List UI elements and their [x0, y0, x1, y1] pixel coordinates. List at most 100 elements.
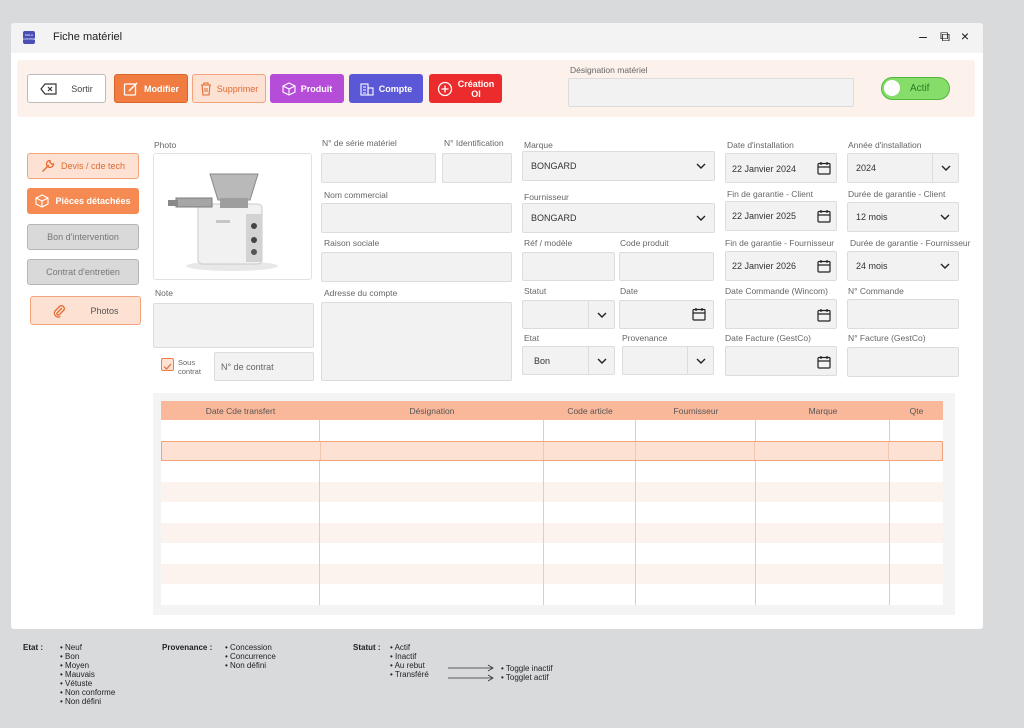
table-cell[interactable]	[756, 461, 890, 482]
column-header[interactable]: Date Cde transfert	[205, 405, 276, 416]
table-cell[interactable]	[890, 584, 943, 605]
close-button[interactable]: ×	[960, 28, 970, 44]
fin-garantie-fournisseur-input[interactable]: 22 Janvier 2026	[725, 251, 837, 281]
minimize-button[interactable]: –	[919, 28, 927, 44]
fin-garantie-client-input[interactable]: 22 Janvier 2025	[725, 201, 837, 231]
code-produit-input[interactable]	[619, 252, 714, 281]
table-cell[interactable]	[636, 481, 756, 502]
ref-modele-input[interactable]	[522, 252, 615, 281]
photos-button[interactable]: Photos	[30, 296, 141, 325]
table-cell[interactable]	[636, 502, 756, 523]
contrat-entretien-button[interactable]: Contrat d'entretien	[27, 259, 139, 285]
adresse-input[interactable]	[321, 302, 512, 381]
table-cell[interactable]	[889, 442, 942, 461]
duree-garantie-client-select[interactable]: 12 mois	[847, 202, 959, 232]
annee-installation-select[interactable]: 2024	[847, 153, 959, 183]
fournisseur-select[interactable]: BONGARD	[522, 203, 715, 233]
table-cell[interactable]	[636, 563, 756, 584]
table-cell[interactable]	[544, 543, 636, 564]
table-cell[interactable]	[544, 584, 636, 605]
table-cell[interactable]	[321, 441, 545, 460]
supprimer-button[interactable]: Supprimer	[192, 74, 266, 103]
note-input[interactable]	[153, 303, 314, 348]
raison-sociale-input[interactable]	[321, 252, 512, 282]
table-cell[interactable]	[544, 502, 636, 523]
table-row[interactable]	[161, 543, 943, 564]
table-cell[interactable]	[320, 420, 544, 441]
date-facture-input[interactable]	[725, 346, 837, 376]
table-cell[interactable]	[161, 502, 320, 523]
table-cell[interactable]	[544, 481, 636, 502]
column-header[interactable]: Désignation	[409, 405, 455, 416]
no-contrat-input[interactable]: N° de contrat	[214, 352, 314, 381]
bon-intervention-button[interactable]: Bon d'intervention	[27, 224, 139, 250]
table-cell[interactable]	[756, 502, 890, 523]
table-cell[interactable]	[320, 522, 544, 543]
table-cell[interactable]	[890, 564, 943, 585]
table-cell[interactable]	[320, 584, 544, 605]
table-row[interactable]	[161, 563, 943, 585]
statut-select[interactable]	[522, 300, 615, 329]
table-row[interactable]	[161, 481, 943, 503]
actif-toggle[interactable]: Actif	[881, 77, 950, 100]
table-cell[interactable]	[544, 441, 636, 460]
table-cell[interactable]	[161, 563, 320, 584]
modifier-button[interactable]: Modifier	[114, 74, 188, 103]
provenance-select[interactable]	[622, 346, 714, 375]
pieces-detachees-button[interactable]: Pièces détachées	[27, 188, 139, 214]
table-cell[interactable]	[544, 522, 636, 543]
no-facture-input[interactable]	[847, 347, 959, 377]
table-cell[interactable]	[320, 481, 544, 502]
sous-contrat-checkbox[interactable]	[161, 358, 174, 371]
table-cell[interactable]	[636, 584, 756, 605]
table-cell[interactable]	[161, 522, 320, 543]
date-installation-input[interactable]: 22 Janvier 2024	[725, 153, 837, 183]
table-cell[interactable]	[890, 502, 943, 523]
column-header[interactable]: Marque	[808, 405, 838, 416]
table-cell[interactable]	[161, 461, 320, 482]
table-row[interactable]	[161, 461, 943, 482]
identification-input[interactable]	[442, 153, 512, 183]
table-cell[interactable]	[756, 563, 890, 584]
table-row[interactable]	[161, 584, 943, 605]
table-cell[interactable]	[320, 502, 544, 523]
date-input[interactable]	[619, 300, 714, 329]
table-cell[interactable]	[755, 441, 890, 460]
table-cell[interactable]	[756, 543, 890, 564]
photo-frame[interactable]	[153, 153, 312, 280]
table-row[interactable]	[161, 502, 943, 523]
table-cell[interactable]	[636, 420, 756, 441]
table-cell[interactable]	[162, 441, 321, 460]
table-cell[interactable]	[890, 543, 943, 564]
table-cell[interactable]	[320, 563, 544, 584]
table-cell[interactable]	[890, 420, 943, 441]
marque-select[interactable]: BONGARD	[522, 151, 715, 181]
date-commande-input[interactable]	[725, 299, 837, 329]
etat-select[interactable]: Bon	[522, 346, 615, 375]
restore-button[interactable]: ⧉	[940, 28, 950, 44]
table-cell[interactable]	[890, 461, 943, 482]
serie-input[interactable]	[321, 153, 436, 183]
table-cell[interactable]	[161, 584, 320, 605]
table-cell[interactable]	[320, 461, 544, 482]
table-cell[interactable]	[161, 543, 320, 564]
table-cell[interactable]	[320, 543, 544, 564]
table-cell[interactable]	[636, 522, 756, 543]
devis-button[interactable]: Devis / cde tech	[27, 153, 139, 179]
table-cell[interactable]	[636, 441, 756, 460]
table-cell[interactable]	[161, 481, 320, 502]
duree-garantie-fournisseur-select[interactable]: 24 mois	[847, 251, 959, 281]
table-row[interactable]	[161, 440, 943, 461]
table-cell[interactable]	[544, 461, 636, 482]
table-cell[interactable]	[890, 482, 943, 503]
column-header[interactable]: Qte	[909, 405, 924, 416]
produit-button[interactable]: Produit	[270, 74, 344, 103]
table-cell[interactable]	[636, 543, 756, 564]
table-row[interactable]	[161, 420, 943, 441]
table-cell[interactable]	[636, 461, 756, 482]
no-commande-input[interactable]	[847, 299, 959, 329]
table-cell[interactable]	[161, 420, 320, 441]
column-header[interactable]: Code article	[567, 405, 613, 416]
table-cell[interactable]	[544, 563, 636, 584]
creation-oi-button[interactable]: Création OI	[429, 74, 502, 103]
